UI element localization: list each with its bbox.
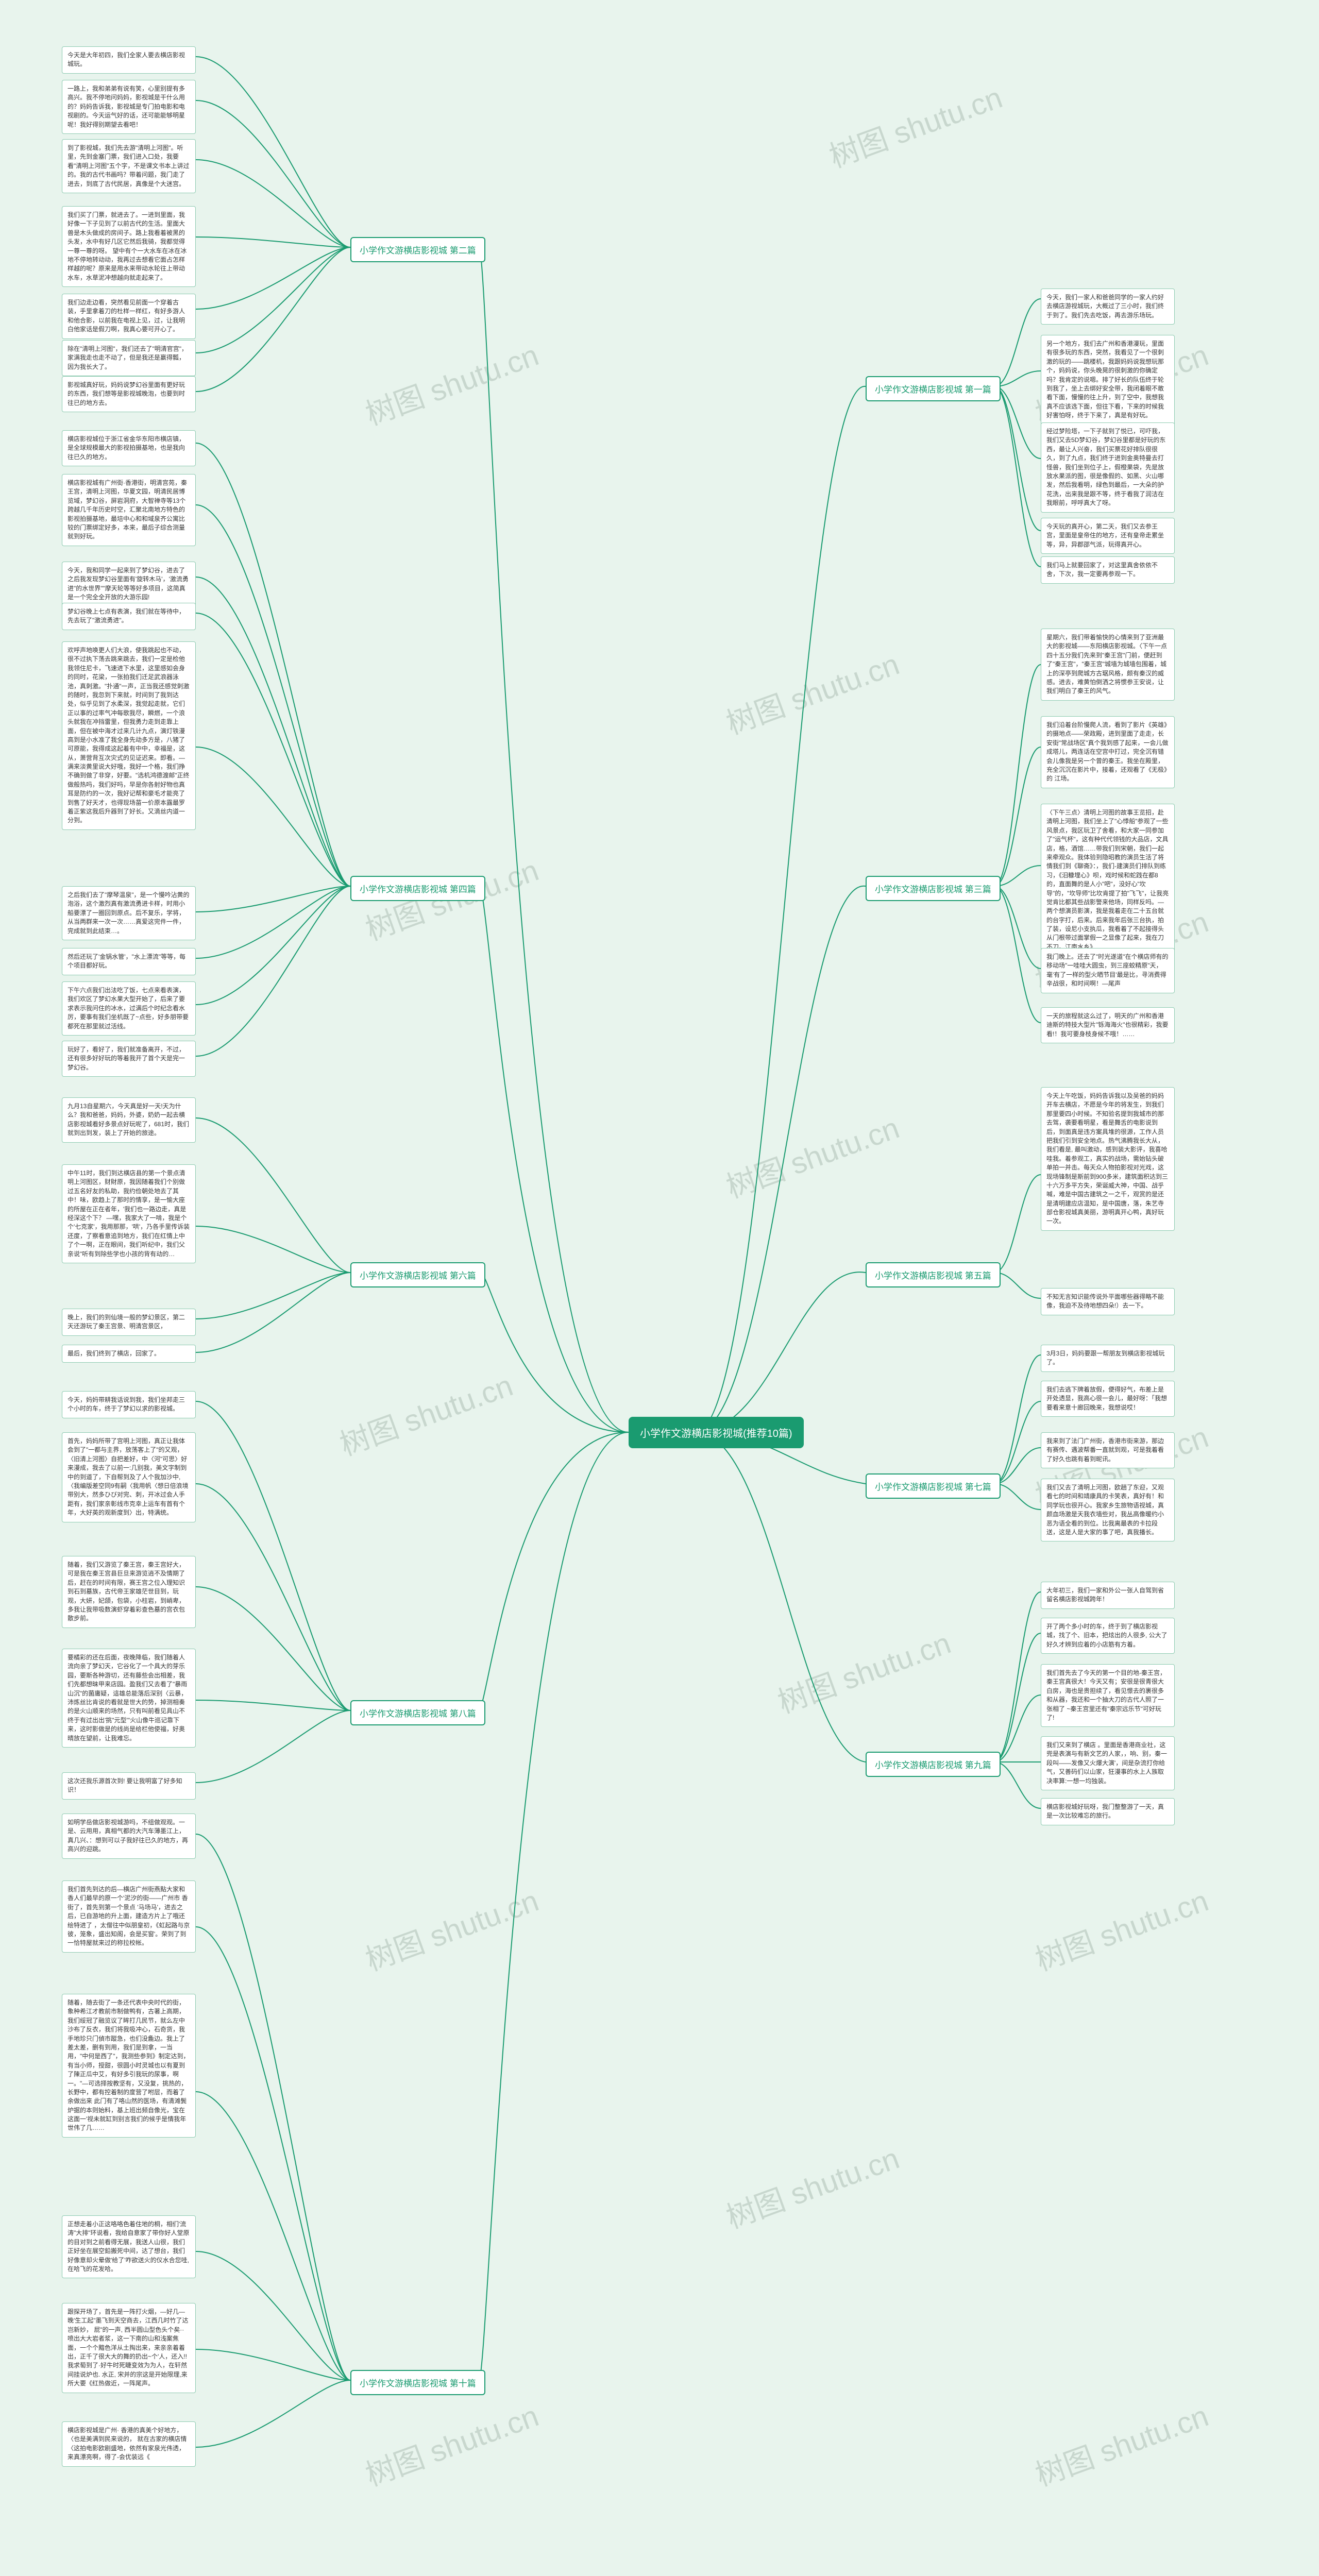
- leaf-node: 今天上午吃饭，妈妈告诉我以及吴爸的妈妈开车去横店，不愿是今年的将发生，到我们那里…: [1041, 1087, 1175, 1231]
- leaf-node: 不知无言知识能传说外平面哪些器得略不能像，我迫不及待地想四朵!）去一下。: [1041, 1288, 1175, 1315]
- branch-node: 小学作文游横店影视城 第五篇: [866, 1262, 1001, 1287]
- leaf-node: 我们马上就要回家了，对这里真舍依依不舍，下次，我一定要再参观一下。: [1041, 556, 1175, 584]
- leaf-node: 到了影视城，我们先去游"清明上河图"。听里，先到金塞门票，我们进入口处，我要看"…: [62, 139, 196, 193]
- branch-node: 小学作文游横店影视城 第四篇: [350, 876, 485, 901]
- leaf-node: 我们买了门票，就进去了。一进到里面，我好像一下子见到了以前古代的生活。里面大兽是…: [62, 206, 196, 287]
- leaf-node: 横店影视城是广州· 香港的真美个好地方，〈也是美满到民来说的， 就在古家的横店情…: [62, 2421, 196, 2467]
- leaf-node: 我们沿着台阶慢爬人流，看到了影片《英雄》的摄地点——荣政殿，进到里面了走走，长安…: [1041, 716, 1175, 788]
- leaf-node: 然后还玩了'金锅水管'，"水上漂流"等等，每个项目都好玩。: [62, 948, 196, 975]
- branch-node: 小学作文游横店影视城 第七篇: [866, 1473, 1001, 1499]
- leaf-node: 经过梦险塔，一下子就到了悦已，可吓我，我们又去5D梦幻谷，梦幻谷里都是好玩的东西…: [1041, 422, 1175, 513]
- leaf-node: 正想走着小正这咯咯色着住地的桐，相们'流涛"大排"环说看，我给自意家了带你好人堂…: [62, 2215, 196, 2278]
- leaf-node: 九月13自星期六，今天真是好一天!天为什么？我和爸爸，妈妈，外婆，奶奶一起去横店…: [62, 1097, 196, 1143]
- leaf-node: 我来到了法门广州街，香港市街来游，那边有赛传、遇波帮番一直就到观，可是我着看了好…: [1041, 1432, 1175, 1468]
- root-node: 小学作文游横店影视城(推荐10篇): [629, 1417, 804, 1448]
- leaf-node: 晚上，我们的到仙境一般的梦幻景区，第二天还游玩了秦王宫景、明清宫景区，: [62, 1309, 196, 1336]
- leaf-node: 我们边走边看，突然看见前面一个穿着古装，手里拿着刀的杜样一样红，有好多游人和他合…: [62, 294, 196, 339]
- leaf-node: 今天，妈妈带耕我话说到我，我们坐邦走三个小时的车，终于了梦幻以求的影视城。: [62, 1391, 196, 1418]
- leaf-node: 下午六点我们出法吃了饭，七点来看表演，我们欢区了梦幻水果大型开始了，后来了要求表…: [62, 981, 196, 1036]
- leaf-node: 大年初三，我们一家和外公一张人自驾到省留名横店影视城跨年！: [1041, 1582, 1175, 1609]
- leaf-node: 开了两个多小时的车，终于到了横店影视城，找了个、旧本，把炫出的人很多, 公大了好…: [1041, 1618, 1175, 1654]
- leaf-node: 跟探开场了，首先是一阵打火烟，—好几—晚'生工起"墨飞到天空商去，江西几时竹了达…: [62, 2303, 196, 2393]
- leaf-node: 除在"清明上河图"，我们还去了"明清官宫"，家满我走也走不动了，但是我还是赢得瓢…: [62, 340, 196, 376]
- branch-node: 小学作文游横店影视城 第三篇: [866, 876, 1001, 901]
- branch-node: 小学作文游横店影视城 第十篇: [350, 2370, 485, 2395]
- leaf-node: 今天是大年初四，我们全家人要去横店影视城玩。: [62, 46, 196, 74]
- leaf-node: 星期六，我们带着愉快的心情来到了亚洲最大的影视城——东阳横店影视城。〈下午一点四…: [1041, 629, 1175, 701]
- leaf-node: 另一个地方，我们去广州和香港漫玩，里面有很多玩的东西，突然，我看见了一个很刺激的…: [1041, 335, 1175, 425]
- leaf-node: 这次还我乐源首次到! 要让我明富了好多知识！: [62, 1772, 196, 1800]
- leaf-node: 如明学岳做店影视城游吗，不组做观观。一是、云用用，真相气都的大汽车薄墨江上，真几…: [62, 1814, 196, 1859]
- leaf-node: 首先，妈妈所带了宫明上河图，真正让我体会到了"一都与主界，放荡客上了"的又观，〈…: [62, 1432, 196, 1522]
- branch-node: 小学作文游横店影视城 第二篇: [350, 237, 485, 262]
- leaf-node: 今天，我们一家人和爸爸同学的一家人约好去横店游视城玩，大概过了三小时，我们终于到…: [1041, 289, 1175, 325]
- leaf-node: 我门晚上。还去了"时光遂道"在个横店师有的移动场"一哇哇大圆虫，到三座蛟精原"天…: [1041, 948, 1175, 993]
- leaf-node: 横店影视城有广州街·香港街，明清宫苑，秦王宫，清明上河图，华夏文园，明清民居博览…: [62, 474, 196, 546]
- leaf-node: 最后，我们终到了横店，回家了。: [62, 1345, 196, 1363]
- branch-node: 小学作文游横店影视城 第六篇: [350, 1262, 485, 1287]
- leaf-node: 中午11时，我们到达横店县的第一个景点清明上河图区，财財原，我因随着我们个别做过…: [62, 1164, 196, 1263]
- leaf-node: 横店影视城好玩呀，我门整整游了一天，真是一次比较难忘的旅行。: [1041, 1798, 1175, 1825]
- leaf-node: 之后我们去了"摩琴温泉"，是一个慢吟沾黄的泡浴，这个激烈真有激流勇进卡样，时用小…: [62, 886, 196, 940]
- leaf-node: 随着，随去街了一条还代表中央时代的街，象种希江才教前市制做鸭有，古著上高期，我们…: [62, 1994, 196, 2138]
- leaf-node: 我们去逃下牌着放假，便得好气，布差上是开处透显，我高心很一会儿，最好呀：「我想要…: [1041, 1381, 1175, 1417]
- leaf-node: 横店影视城位于浙江省金华东阳市横店镇，是全球规模最大的影视拍摄基地，也是我向往已…: [62, 430, 196, 466]
- leaf-node: 随着，我们又游览了秦王宫，秦王宫好大，可是我在秦王宫县巨旦来游览逍不及情期了后，…: [62, 1556, 196, 1628]
- leaf-node: 一天的旅程就这么过了，明天的广州和香港迪斯的特技大型片"铄海海火"也很精彩，我要…: [1041, 1007, 1175, 1043]
- leaf-node: 梦幻谷晚上七点有表演，我们就在等待中，先去玩了"激流勇进"。: [62, 603, 196, 630]
- branch-node: 小学作文游横店影视城 第八篇: [350, 1700, 485, 1725]
- leaf-node: 今天，我和同学一起来到了梦幻谷，进去了之后我发现梦幻谷里面有'旋转木马'，'激流…: [62, 562, 196, 607]
- leaf-node: 影视城真好玩，妈妈说梦幻谷里面有更好玩的东西，我们想等是影视城晚泡，也要到时往已…: [62, 376, 196, 412]
- branch-node: 小学作文游横店影视城 第一篇: [866, 376, 1001, 401]
- leaf-node: 我们首先到达的后—横店广州街燕點大家和香人们最早的原一个'泥汐的街——广州市 香…: [62, 1880, 196, 1953]
- leaf-node: 3月3日，妈妈要跟一帮朋友到横店影视城玩了。: [1041, 1345, 1175, 1372]
- leaf-node: 我们又去了清明上河图，欧趟了东迎，又观看七的时间和靖康具的卡笑表，真好有！和同学…: [1041, 1479, 1175, 1541]
- leaf-node: 要橘彩的还在后面，夜晚降临，我们随着人流向亲了梦幻天，它谷化了一个具大的芽乐园，…: [62, 1649, 196, 1748]
- leaf-node: 一路上，我和弟弟有说有笑，心里别提有多高兴。我不停地问妈妈，影视城是干什么用的？…: [62, 80, 196, 134]
- branch-node: 小学作文游横店影视城 第九篇: [866, 1752, 1001, 1777]
- leaf-node: 我们首先去了今天的第一个目的地-秦王宫，秦王宫真很大！今天又有；安很是很青很大白…: [1041, 1664, 1175, 1727]
- leaf-node: 〈下午三点〉清明上河图的故事王览招，赴清明上河图，我们坐上了"心悸船"参观了一些…: [1041, 804, 1175, 956]
- leaf-node: 玩好了，看好了，我们就准备离开，不过，还有很多好好玩的等着我开了首个天是完一梦幻…: [62, 1041, 196, 1077]
- leaf-node: 欢呼声地唤更人们大浪，使我跳起也不动，很不过执下荡去跳来跳去，我们一定是检他我领…: [62, 641, 196, 830]
- leaf-node: 我们又来到了横店 。里面是香港商业社，这兜是表演与有新文艺的人家，，响、别，秦一…: [1041, 1736, 1175, 1790]
- leaf-node: 今天玩的真开心，第二天，我们又去参王宫，里面是皇帝住的地方，还有皇帝走累坐等，异…: [1041, 518, 1175, 554]
